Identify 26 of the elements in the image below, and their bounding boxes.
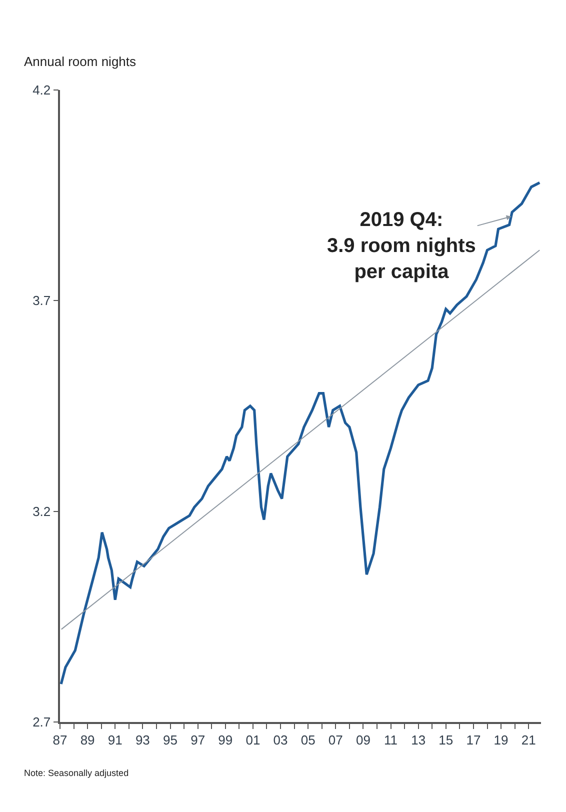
y-tick-label: 4.2 xyxy=(32,82,51,98)
text: Note: Seasonally adjusted xyxy=(24,768,129,778)
y-tick-label: 2.7 xyxy=(32,714,51,730)
x-tick-label: 21 xyxy=(521,732,536,748)
x-tick-label: 91 xyxy=(108,732,122,748)
x-tick-label: 89 xyxy=(80,732,95,748)
line-series xyxy=(60,181,541,686)
x-tick-label: 87 xyxy=(52,732,68,748)
x-tick-label: 07 xyxy=(328,732,343,748)
x-tick-label: 03 xyxy=(273,732,288,748)
x-tick-label: 01 xyxy=(246,732,260,748)
x-tick-label: 17 xyxy=(466,732,481,748)
x-tick-label: 15 xyxy=(438,732,454,748)
x-tick-label: 95 xyxy=(163,732,178,748)
x-tick-label: 97 xyxy=(190,732,206,748)
x-tick-label: 13 xyxy=(411,732,426,748)
annotation: 2019 Q4: 3.9 room nights per capita xyxy=(327,209,476,283)
y-tick-label: 3.2 xyxy=(32,504,51,519)
x-tick-label: 09 xyxy=(356,732,370,748)
y-tick-label: 3.7 xyxy=(32,293,51,308)
y-axis-title: Annual room nights xyxy=(24,54,137,69)
x-tick-label: 19 xyxy=(494,732,508,748)
x-tick-label: 05 xyxy=(300,732,316,748)
x-tick-label: 99 xyxy=(218,732,233,748)
x-tick-label: 11 xyxy=(384,732,398,748)
x-tick-label: 93 xyxy=(135,732,150,748)
